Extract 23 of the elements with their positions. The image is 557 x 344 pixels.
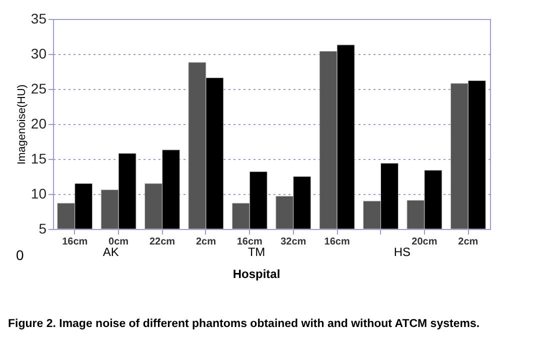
y-tick-label: 5 [38,220,47,236]
x-tick-label: 32cm [280,236,306,248]
x-tick-label: 16cm [236,236,263,248]
y-tick-label: 15 [30,150,47,166]
y-tick-label: 20 [30,116,47,132]
text: TM [248,245,266,259]
x-tick-label: 16cm [62,236,88,248]
x-tick-label: 2cm [458,236,478,248]
y-axis-title: Imagenoise(HU) [16,84,28,165]
x-tick-label: 22cm [149,236,176,248]
text: AK [102,245,119,259]
x-axis-title: Hospital [232,267,280,281]
x-tick-label: 16cm [324,236,350,248]
y-tick-label: 25 [30,80,47,96]
text: HS [394,245,410,259]
x-tick-label: 2cm [196,236,216,248]
text: 0 [16,247,24,263]
y-tick-label: 35 [30,10,47,26]
x-tick-label: 20cm [412,236,438,248]
x-tick-label: 0cm [108,236,129,248]
y-tick-label: 10 [30,186,47,202]
caption: Figure 2. Image noise of different phantoms obtained with and without ATCM systems. [8,318,480,330]
y-tick-label: 30 [30,46,47,62]
